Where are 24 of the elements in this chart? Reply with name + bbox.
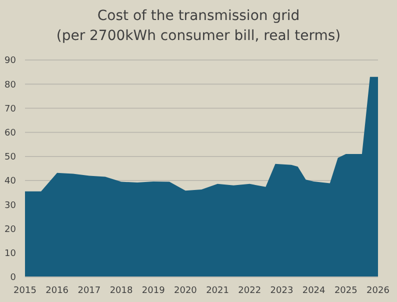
x-tick-label: 2016 [46, 286, 69, 296]
chart-title: Cost of the transmission grid [97, 8, 300, 24]
y-tick-label: 50 [4, 152, 16, 163]
y-tick-label: 90 [4, 56, 16, 66]
x-tick-label: 2019 [142, 286, 166, 296]
y-tick-label: 60 [4, 128, 16, 138]
x-tick-label: 2018 [110, 286, 133, 296]
chart-subtitle: (per 2700kWh consumer bill, real terms) [56, 28, 341, 44]
y-tick-label: 10 [4, 249, 16, 260]
y-tick-label: 20 [4, 224, 16, 235]
x-tick-label: 2017 [78, 286, 101, 296]
x-tick-label: 2021 [206, 286, 229, 296]
x-tick-label: 2026 [366, 286, 390, 296]
x-tick-label: 2025 [334, 286, 358, 296]
x-tick-label: 2023 [270, 286, 294, 296]
x-tick-label: 2015 [14, 286, 36, 296]
y-tick-label: 40 [4, 176, 16, 187]
y-tick-label: 30 [4, 200, 16, 211]
x-tick-label: 2020 [174, 286, 198, 296]
y-tick-label: 80 [4, 80, 16, 90]
x-tick-label: 2024 [302, 286, 326, 296]
x-tick-label: 2022 [238, 286, 262, 296]
y-tick-label: 70 [4, 104, 16, 114]
y-tick-label: 0 [10, 273, 16, 284]
